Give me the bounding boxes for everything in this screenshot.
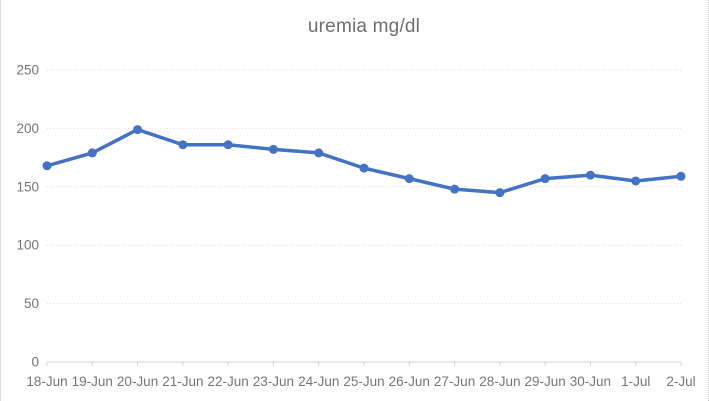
data-point-marker xyxy=(450,184,460,194)
x-axis-tick-label: 23-Jun xyxy=(253,374,294,389)
x-axis-tick-label: 25-Jun xyxy=(343,374,384,389)
data-point-marker xyxy=(314,148,324,158)
x-axis-tick-label: 20-Jun xyxy=(117,374,158,389)
data-point-marker xyxy=(404,174,414,184)
y-axis-tick-label: 200 xyxy=(16,121,39,136)
data-point-marker xyxy=(42,161,52,171)
x-axis-tick-label: 18-Jun xyxy=(26,374,67,389)
x-axis-tick-label: 29-Jun xyxy=(525,374,566,389)
y-axis-tick-label: 250 xyxy=(16,63,39,78)
y-axis-tick-label: 50 xyxy=(24,296,39,311)
x-axis-tick-label: 1-Jul xyxy=(621,374,650,389)
data-point-marker xyxy=(359,163,369,173)
x-axis-tick-label: 26-Jun xyxy=(389,374,430,389)
data-point-marker xyxy=(585,170,595,180)
x-axis-tick-label: 24-Jun xyxy=(298,374,339,389)
x-axis-tick-label: 21-Jun xyxy=(162,374,203,389)
y-axis-tick-label: 150 xyxy=(16,179,39,194)
x-axis-tick-label: 30-Jun xyxy=(570,374,611,389)
data-point-marker xyxy=(495,188,505,198)
data-point-marker xyxy=(87,148,97,158)
data-point-marker xyxy=(178,140,188,150)
data-point-marker xyxy=(268,144,278,154)
data-point-marker xyxy=(676,171,686,181)
data-point-marker xyxy=(133,125,143,135)
x-axis-tick-label: 28-Jun xyxy=(479,374,520,389)
data-point-marker xyxy=(223,140,233,150)
y-axis-tick-label: 100 xyxy=(16,238,39,253)
series-line xyxy=(45,127,683,195)
x-axis-tick-label: 27-Jun xyxy=(434,374,475,389)
y-axis-tick-label: 0 xyxy=(31,355,39,370)
chart-title: uremia mg/dl xyxy=(307,16,421,37)
x-axis-tick-label: 22-Jun xyxy=(208,374,249,389)
data-point-marker xyxy=(631,176,641,186)
x-axis-tick-label: 19-Jun xyxy=(72,374,113,389)
x-axis-tick-label: 2-Jul xyxy=(666,374,695,389)
data-point-marker xyxy=(540,174,550,184)
